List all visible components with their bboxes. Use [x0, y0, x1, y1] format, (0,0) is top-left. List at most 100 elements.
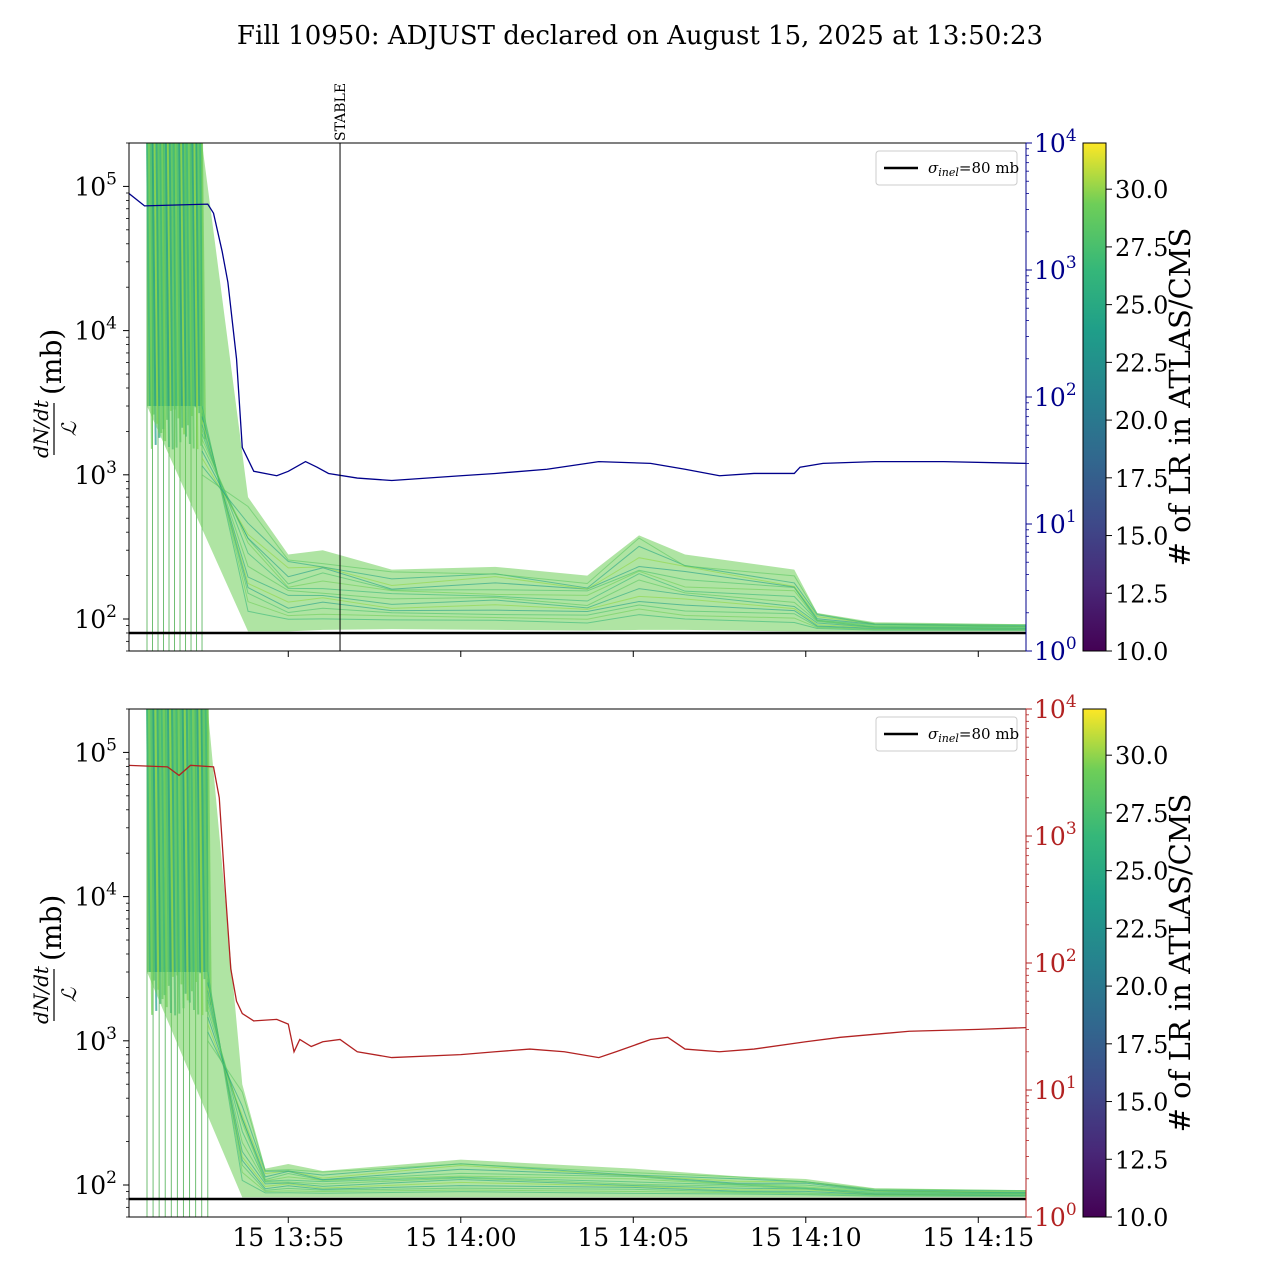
rate-bundle-trace — [187, 143, 193, 417]
rate-bundle-trace — [191, 143, 197, 408]
y-axis-label-unit: (mb) — [35, 329, 68, 395]
legend: σinel=80 mb — [875, 716, 1019, 752]
y-axis-label-numerator: dN/dt — [29, 965, 53, 1024]
rate-bundle-trace — [159, 143, 165, 430]
y2-tick-label: 104 — [1034, 126, 1077, 158]
figure-title: Fill 10950: ADJUST declared on August 15… — [237, 21, 1043, 51]
rate-bundle-trace — [196, 709, 202, 974]
secondary-axis-series-line — [129, 193, 1026, 482]
rate-bundle-trace — [207, 1031, 1026, 1192]
rate-bundle-trace — [146, 709, 151, 973]
rate-bundle-trace — [179, 709, 185, 1009]
rate-bundle-trace — [155, 143, 161, 438]
rate-bundle-trace — [177, 709, 183, 985]
rate-bundle-trace — [201, 457, 1026, 627]
rate-bundle-trace — [207, 971, 1026, 1197]
rate-bundle-trace — [207, 999, 1026, 1194]
rate-bundle-trace — [163, 143, 169, 420]
axes-frame — [128, 708, 1027, 1218]
rate-bundle-trace — [198, 709, 204, 1016]
rate-bundle-trace — [201, 420, 1026, 630]
rate-bundle-trace — [178, 143, 184, 428]
stable-marker-label: STABLE — [333, 83, 349, 141]
y-axis-label: dN/dt ℒ (mb) — [29, 329, 81, 458]
plot-area — [129, 143, 1026, 651]
rate-bundle-trace — [201, 474, 1026, 626]
colorbar-tick-label: 15.0 — [1115, 523, 1168, 551]
rate-bundle-trace — [157, 143, 163, 433]
y2-tick-label: 104 — [1034, 692, 1077, 724]
colorbar-tick-label: 27.5 — [1115, 800, 1168, 828]
rate-bundle-trace — [201, 428, 1026, 629]
rate-bundle-trace — [158, 709, 164, 999]
rate-bundle-trace — [200, 709, 206, 980]
rate-bundle-band — [147, 143, 1026, 632]
legend-box — [875, 716, 1018, 752]
y-tick-label: 102 — [74, 1168, 117, 1200]
y-tick-label: 103 — [74, 458, 117, 490]
colorbar — [1082, 142, 1107, 652]
rate-bundle-trace — [197, 143, 203, 446]
rate-bundle-trace — [146, 143, 151, 407]
rate-bundle-trace — [207, 982, 1026, 1196]
rate-bundle-trace — [207, 1023, 1026, 1193]
rate-bundle-trace — [164, 709, 170, 986]
plot-area — [129, 709, 1026, 1217]
rate-bundle-trace — [166, 709, 172, 1014]
rate-bundle-trace — [201, 412, 1026, 630]
rate-bundle-trace — [147, 143, 153, 449]
rate-bundle-trace — [171, 709, 177, 1016]
colorbar-label: # of LR in ATLAS/CMS — [1163, 228, 1197, 567]
y-tick-label: 104 — [74, 880, 117, 912]
rate-bundle-trace — [207, 1040, 1026, 1192]
colorbar-tick-label: 12.5 — [1115, 1146, 1168, 1174]
y-tick-label: 103 — [74, 1024, 117, 1056]
rate-bundle-trace — [183, 709, 189, 1001]
y2-tick-label: 102 — [1034, 380, 1077, 412]
colorbar-tick-label: 25.0 — [1115, 858, 1168, 886]
rate-bundle-trace — [152, 709, 158, 1011]
rate-bundle-trace — [185, 709, 191, 1003]
y-tick-label: 104 — [74, 314, 117, 346]
colorbar-tick-label: 22.5 — [1115, 915, 1168, 943]
rate-bundle-trace — [168, 143, 174, 450]
rate-bundle-trace — [153, 143, 159, 424]
bottom-panel: 102 103 104 105 100 101 102 103 104 15 13:55 15 14… — [29, 692, 1197, 1252]
rate-bundle-trace — [150, 709, 156, 981]
y-axis-label-denominator: ℒ — [57, 421, 81, 436]
colorbar-tick-label: 20.0 — [1115, 407, 1168, 435]
rate-bundle-trace — [166, 143, 172, 411]
rate-bundle-trace — [183, 143, 189, 426]
x-tick-label: 15 14:00 — [405, 1223, 517, 1252]
rate-bundle-trace — [149, 143, 155, 415]
rate-bundle-trace — [207, 1016, 1026, 1193]
y2-tick-label: 101 — [1034, 507, 1077, 539]
colorbar-tick-label: 20.0 — [1115, 973, 1168, 1001]
rate-bundle-trace — [201, 405, 1026, 631]
colorbar-tick-label: 10.0 — [1115, 1204, 1168, 1232]
rate-bundle-trace — [181, 709, 187, 994]
rate-bundle-trace — [193, 143, 199, 450]
rate-bundle-trace — [176, 143, 182, 443]
y2-tick-label: 103 — [1034, 253, 1077, 285]
colorbar-tick-label: 30.0 — [1115, 176, 1168, 204]
y-axis-label-unit: (mb) — [35, 895, 68, 961]
legend: σinel=80 mb — [875, 150, 1019, 186]
colorbar-tick-label: 17.5 — [1115, 1031, 1168, 1059]
rate-bundle-trace — [162, 709, 168, 1008]
rate-bundle-trace — [172, 143, 178, 448]
rate-bundle-trace — [180, 143, 186, 435]
rate-bundle-trace — [174, 143, 180, 419]
rate-bundle-trace — [154, 709, 160, 990]
rate-bundle-trace — [148, 709, 154, 1015]
rate-bundle-trace — [207, 986, 1026, 1196]
rate-bundle-trace — [207, 975, 1026, 1197]
y2-tick-label: 103 — [1034, 819, 1077, 851]
colorbar-tick-label: 30.0 — [1115, 742, 1168, 770]
rate-bundle-trace — [202, 709, 208, 1012]
colorbar-tick-label: 15.0 — [1115, 1089, 1168, 1117]
rate-bundle-trace — [169, 709, 175, 977]
colorbar — [1082, 708, 1107, 1218]
rate-bundle-trace — [164, 143, 170, 448]
